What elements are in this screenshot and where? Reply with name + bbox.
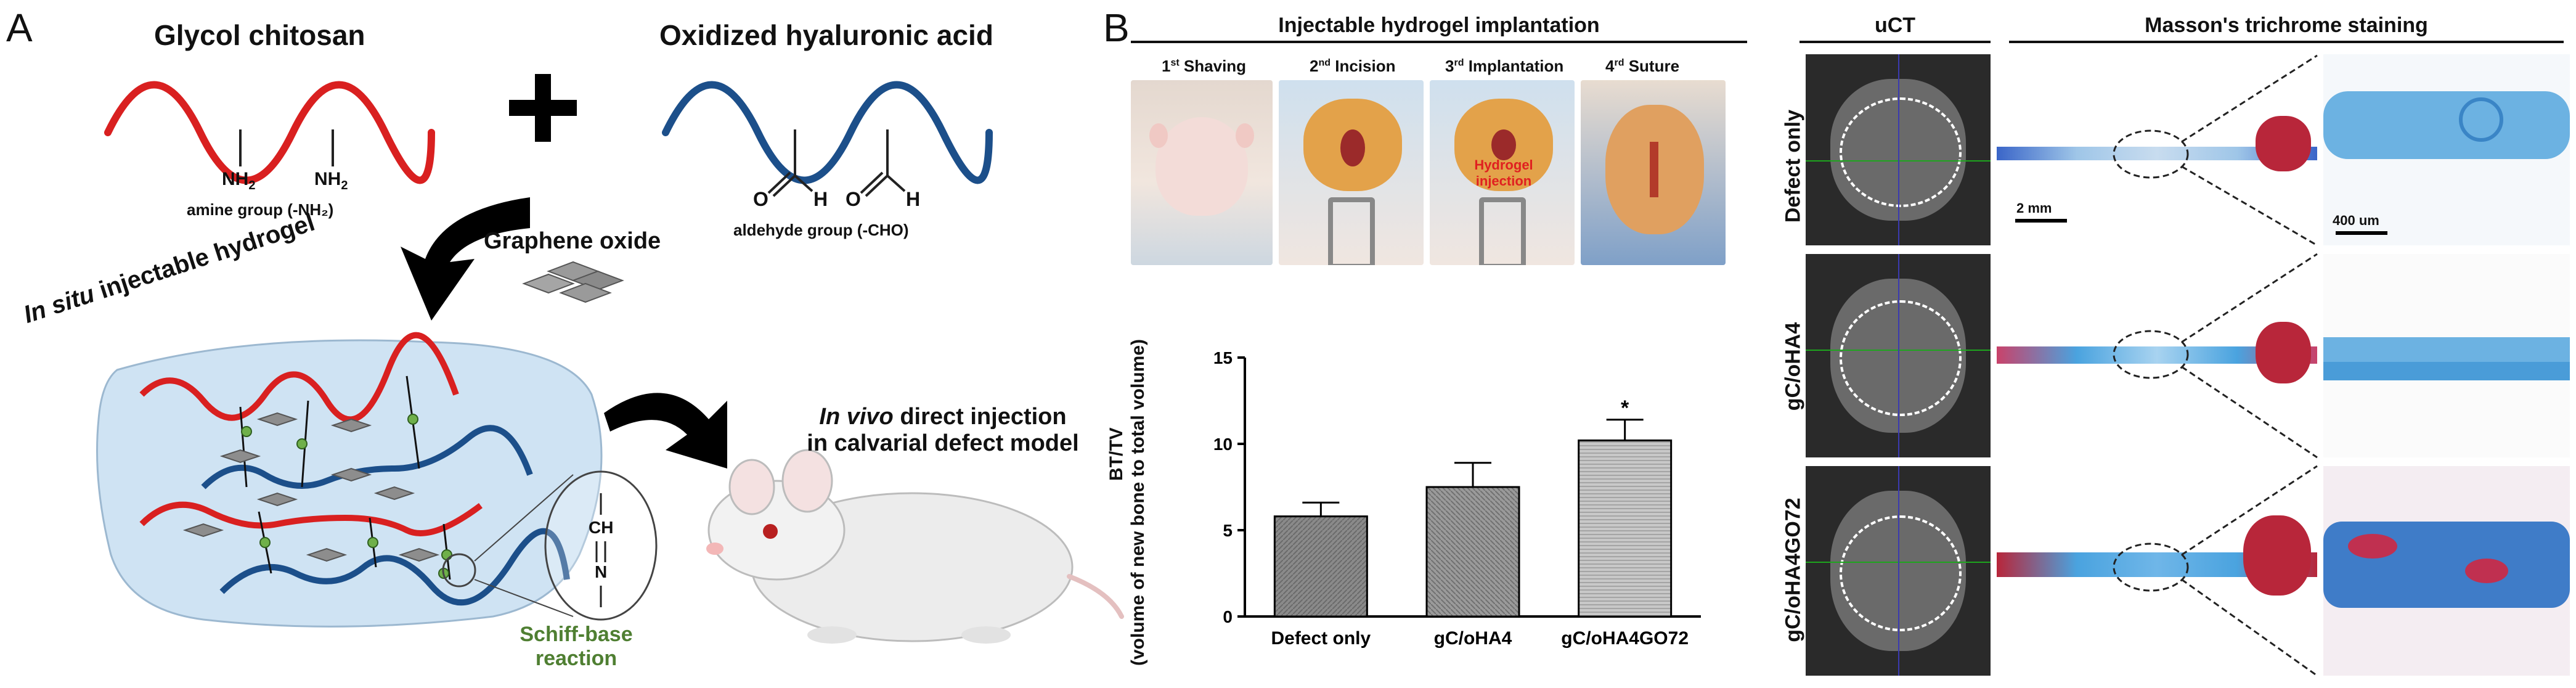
step-4-photo (1581, 80, 1726, 265)
row-label-gc-oha4go72: gC/oHA4GO72 (1781, 498, 1805, 642)
step-3-photo: Hydrogel injection (1430, 80, 1575, 265)
schiff-ch-label: CH (589, 518, 614, 537)
category-label: gC/oHA4GO72 (1561, 628, 1689, 649)
o-label-2: O (846, 188, 861, 210)
y-tick-label: 15 (1213, 348, 1233, 367)
row-label-gc-oha4: gC/oHA4 (1781, 322, 1805, 411)
aldehyde-h-2 (886, 174, 906, 192)
step-3-caption: 3rd Implantation (1445, 57, 1564, 75)
aldehyde-group-label: aldehyde group (-CHO) (733, 221, 909, 239)
uct-image-defect-only (1806, 54, 1991, 245)
bar (1273, 515, 1368, 618)
graphene-oxide-stack (522, 261, 624, 303)
aldehyde-double-2b (860, 171, 884, 194)
bar (1578, 439, 1673, 618)
o-label-1: O (753, 188, 768, 210)
uct-image-gc-oha4 (1806, 254, 1991, 457)
zoom-target-ellipse (544, 470, 658, 621)
nh2-label-2: NH2 (314, 169, 348, 192)
hydrogel-injection-label: Hydrogel injection (1474, 157, 1533, 189)
red-chain-2 (139, 501, 483, 536)
curved-arrow-right (604, 393, 727, 469)
step-1-caption: 1st Shaving (1162, 57, 1247, 75)
blue-chain-2 (219, 528, 570, 606)
significance-marker: * (1621, 396, 1629, 420)
graphene-sheets-in-gel (182, 412, 440, 562)
uct-title: uCT (1874, 14, 1916, 37)
masson-title: Masson's trichrome staining (2145, 14, 2428, 37)
implant-title: Injectable hydrogel implantation (1278, 14, 1600, 37)
aldehyde-double-1b (767, 171, 791, 194)
scale-bar-2mm (2015, 219, 2067, 223)
masson-highmag-gc-oha4go72 (2323, 466, 2570, 676)
crosslink-nodes (241, 414, 452, 579)
aldehyde-double-2a (865, 174, 889, 197)
uct-title-underline (1800, 41, 1991, 43)
mouse-illustration (706, 449, 1124, 644)
panel-a-letter: A (6, 6, 33, 50)
masson-highmag-gc-oha4 (2323, 254, 2570, 457)
panel-a-chemistry-svg (96, 74, 1124, 644)
panel-b-letter: B (1103, 6, 1130, 50)
scale-text-400um: 400 um (2333, 213, 2379, 228)
glycol-chitosan-wave (104, 81, 435, 184)
oha-title: Oxidized hyaluronic acid (659, 19, 993, 51)
step-1-photo (1131, 80, 1273, 265)
y-tick-label: 0 (1223, 607, 1233, 626)
implant-title-underline (1131, 41, 1747, 43)
uct-image-gc-oha4go72 (1806, 466, 1991, 676)
masson-lowmag-gc-oha4 (1997, 254, 2317, 457)
masson-lowmag-gc-oha4go72 (1997, 466, 2317, 676)
bar (1425, 486, 1520, 618)
blue-chain-1 (201, 425, 533, 489)
h-label-2: H (906, 188, 921, 210)
step-4-caption: 4rd Suture (1605, 57, 1680, 75)
oha-wave (662, 81, 993, 184)
row-label-defect-only: Defect only (1781, 109, 1805, 223)
bt-tv-bar-chart: 0 5 10 15 Defect only gC/oHA4 * gC/oHA4GO72 (1213, 348, 1701, 649)
invivo-label: In vivo direct injection in calvarial de… (807, 404, 1079, 456)
y-tick-label: 10 (1213, 435, 1233, 454)
chart-ylabel-2: (volume of new bone to total volume) (1128, 338, 1148, 666)
nh2-label-1: NH2 (222, 169, 256, 192)
y-tick-label: 5 (1223, 521, 1233, 540)
glycol-chitosan-title: Glycol chitosan (154, 19, 365, 51)
masson-title-underline (2009, 41, 2564, 43)
scale-bar-400um (2336, 231, 2387, 235)
chart-ylabel-1: BT/TV (1106, 427, 1127, 481)
graphene-oxide-label: Graphene oxide (484, 228, 661, 254)
schiff-base-label: Schiff-base reaction (520, 623, 633, 670)
scale-text-2mm: 2 mm (2016, 200, 2052, 216)
h-label-1: H (813, 188, 828, 210)
masson-zoom-overlays (2113, 54, 2318, 677)
red-chain-1 (139, 332, 459, 423)
plus-horizontal (509, 100, 577, 116)
aldehyde-h-1 (794, 174, 813, 192)
zoom-line-bottom (474, 579, 574, 617)
amine-group-label: amine group (-NH₂) (187, 200, 334, 219)
category-label: Defect only (1271, 628, 1371, 649)
step-2-caption: 2nd Incision (1310, 57, 1396, 75)
aldehyde-double-1a (772, 174, 796, 197)
masson-highmag-defect-only (2323, 54, 2570, 245)
zoom-source-circle (442, 553, 476, 588)
category-label: gC/oHA4 (1434, 628, 1512, 649)
step-2-photo (1279, 80, 1424, 265)
zoom-line-top (474, 474, 574, 562)
schiff-n-label: N (595, 562, 608, 581)
curved-arrow-left (401, 197, 530, 321)
